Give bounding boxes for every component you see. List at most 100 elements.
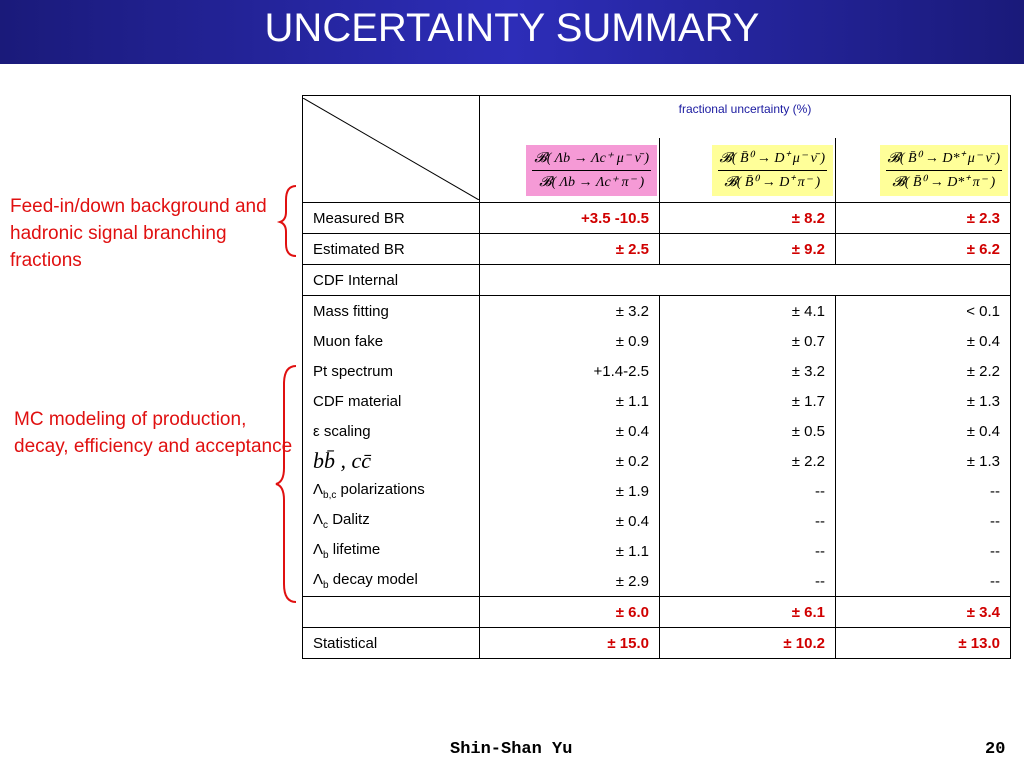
table-row: Λb lifetime ± 1.1 -- -- bbox=[302, 536, 1011, 566]
label-text: Λ bbox=[313, 481, 324, 498]
value-cell: ± 9.2 bbox=[659, 233, 836, 265]
table-row: Statistical ± 15.0 ± 10.2 ± 13.0 bbox=[302, 627, 1011, 659]
caption: fractional uncertainty (%) bbox=[479, 95, 1011, 138]
value-cell: ± 0.4 bbox=[479, 416, 660, 446]
footer-author: Shin-Shan Yu bbox=[450, 740, 573, 759]
value-cell: ± 1.3 bbox=[835, 446, 1011, 476]
formula: 𝓑( B̄⁰ → D⁺ μ⁻ ν̄ ) 𝓑( B̄⁰ → D⁺ π⁻ ) bbox=[711, 144, 833, 196]
header-row: fractional uncertainty (%) bbox=[302, 95, 1011, 203]
label-text: Λ bbox=[313, 511, 324, 528]
value-cell: ± 13.0 bbox=[835, 627, 1011, 659]
formula: 𝓑( Λb → Λc⁺ μ⁻ ν̄ ) 𝓑( Λb → Λc⁺ π⁻ ) bbox=[526, 144, 657, 196]
value-cell: -- bbox=[659, 536, 836, 566]
column-header: 𝓑( B̄⁰ → D*⁺ μ⁻ ν̄ ) 𝓑( B̄⁰ → D*⁺ π⁻ ) bbox=[835, 138, 1011, 203]
value-cell: -- bbox=[659, 566, 836, 597]
value-cell: ± 2.9 bbox=[479, 566, 660, 597]
table-row: CDF material ± 1.1 ± 1.7 ± 1.3 bbox=[302, 386, 1011, 416]
value-cell: ± 6.0 bbox=[479, 596, 660, 628]
uncertainty-table: fractional uncertainty (%) 𝓑( Λb → Λc⁺ μ⁻… bbox=[302, 95, 1011, 659]
value-cell: ± 1.7 bbox=[659, 386, 836, 416]
value-cell: ± 15.0 bbox=[479, 627, 660, 659]
table-row: Measured BR +3.5 -10.5 ± 8.2 ± 2.3 bbox=[302, 202, 1011, 234]
label-text: CDF Internal bbox=[313, 271, 399, 289]
numerator: 𝓑( B̄⁰ → D⁺ μ⁻ ν̄ ) bbox=[717, 147, 827, 171]
value-cell: ± 2.5 bbox=[479, 233, 660, 265]
label-text: Mass fitting bbox=[313, 302, 389, 320]
label-text: bb̄ , cc̄ bbox=[313, 448, 372, 473]
value-cell: ± 3.2 bbox=[659, 356, 836, 386]
value-cell: ± 0.4 bbox=[835, 326, 1011, 356]
value-cell: ± 0.4 bbox=[479, 506, 660, 536]
denominator: 𝓑( B̄⁰ → D⁺ π⁻ ) bbox=[724, 174, 821, 190]
value-cell: ± 3.4 bbox=[835, 596, 1011, 628]
value-cell: -- bbox=[659, 476, 836, 506]
row-label: bb̄ , cc̄ bbox=[302, 446, 480, 476]
formula: 𝓑( B̄⁰ → D*⁺ μ⁻ ν̄ ) 𝓑( B̄⁰ → D*⁺ π⁻ ) bbox=[879, 144, 1008, 196]
numerator: 𝓑( Λb → Λc⁺ μ⁻ ν̄ ) bbox=[532, 147, 651, 171]
table-row: Pt spectrum +1.4-2.5 ± 3.2 ± 2.2 bbox=[302, 356, 1011, 386]
label-text: Measured BR bbox=[313, 209, 405, 227]
value-cell: ± 1.9 bbox=[479, 476, 660, 506]
column-header: 𝓑( B̄⁰ → D⁺ μ⁻ ν̄ ) 𝓑( B̄⁰ → D⁺ π⁻ ) bbox=[659, 138, 836, 203]
value-cell: ± 3.2 bbox=[479, 295, 660, 326]
title-bar bbox=[0, 0, 1024, 64]
value-cell: ± 0.2 bbox=[479, 446, 660, 476]
value-cell: -- bbox=[835, 566, 1011, 597]
side-note: Feed-in/down background and hadronic sig… bbox=[10, 196, 267, 271]
row-label bbox=[302, 596, 480, 628]
table-row: bb̄ , cc̄ ± 0.2 ± 2.2 ± 1.3 bbox=[302, 446, 1011, 476]
numerator: 𝓑( B̄⁰ → D*⁺ μ⁻ ν̄ ) bbox=[885, 147, 1002, 171]
row-label: Pt spectrum bbox=[302, 356, 480, 386]
value-cell: ± 2.2 bbox=[835, 356, 1011, 386]
row-label: CDF material bbox=[302, 386, 480, 416]
value-cell: ± 0.5 bbox=[659, 416, 836, 446]
value-cell: -- bbox=[835, 506, 1011, 536]
value-cell: ± 6.2 bbox=[835, 233, 1011, 265]
corner-cell bbox=[302, 95, 480, 203]
value-cell: ± 0.4 bbox=[835, 416, 1011, 446]
label-text: Λ bbox=[313, 541, 324, 558]
value-cell: ± 2.2 bbox=[659, 446, 836, 476]
label-sub: b,c bbox=[323, 490, 337, 501]
row-label: Statistical bbox=[302, 627, 480, 659]
label-text: Estimated BR bbox=[313, 240, 405, 258]
table-row: Muon fake ± 0.9 ± 0.7 ± 0.4 bbox=[302, 326, 1011, 356]
table-row: ε scaling ± 0.4 ± 0.5 ± 0.4 bbox=[302, 416, 1011, 446]
column-header: 𝓑( Λb → Λc⁺ μ⁻ ν̄ ) 𝓑( Λb → Λc⁺ π⁻ ) bbox=[479, 138, 660, 203]
value-cell: ± 10.2 bbox=[659, 627, 836, 659]
table-row: Mass fitting ± 3.2 ± 4.1 < 0.1 bbox=[302, 295, 1011, 326]
label-rest: polarizations bbox=[336, 481, 425, 498]
label-sub: b bbox=[323, 580, 329, 591]
label-text: Statistical bbox=[313, 634, 378, 652]
table-row: ± 6.0 ± 6.1 ± 3.4 bbox=[302, 596, 1011, 628]
table-row: Estimated BR ± 2.5 ± 9.2 ± 6.2 bbox=[302, 233, 1011, 265]
formula-row: 𝓑( Λb → Λc⁺ μ⁻ ν̄ ) 𝓑( Λb → Λc⁺ π⁻ ) 𝓑( B̄… bbox=[303, 138, 1011, 203]
value-cell: ± 1.1 bbox=[479, 386, 660, 416]
table-row: Λb decay model ± 2.9 -- -- bbox=[302, 566, 1011, 597]
table-row: Λb,c polarizations ± 1.9 -- -- bbox=[302, 476, 1011, 506]
value-cell: ± 1.3 bbox=[835, 386, 1011, 416]
label-text: CDF material bbox=[313, 392, 402, 410]
label-rest: Dalitz bbox=[328, 511, 370, 528]
side-note: MC modeling of production, decay, effici… bbox=[14, 409, 293, 457]
row-label: Estimated BR bbox=[302, 233, 480, 265]
label-rest: decay model bbox=[328, 571, 418, 588]
label-text: ε scaling bbox=[313, 422, 371, 440]
table-row: CDF Internal bbox=[302, 264, 1011, 296]
row-label: Λb lifetime bbox=[302, 536, 480, 566]
label-text: Λ bbox=[313, 571, 324, 588]
row-label: ε scaling bbox=[302, 416, 480, 446]
value-cell: +3.5 -10.5 bbox=[479, 202, 660, 234]
diagonal bbox=[303, 98, 479, 200]
label-rest: lifetime bbox=[328, 541, 381, 558]
value-cell: ± 1.1 bbox=[479, 536, 660, 566]
label-text: Muon fake bbox=[313, 332, 384, 350]
value-cell: ± 0.9 bbox=[479, 326, 660, 356]
page-number: 20 bbox=[985, 740, 1006, 759]
empty-cell bbox=[479, 264, 1011, 296]
value-cell: ± 4.1 bbox=[659, 295, 836, 326]
value-cell: -- bbox=[835, 536, 1011, 566]
row-label: Muon fake bbox=[302, 326, 480, 356]
